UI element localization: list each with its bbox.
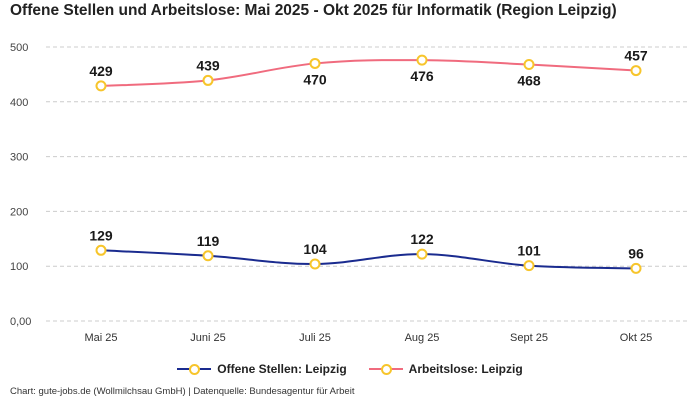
legend-item-offene-stellen[interactable]: Offene Stellen: Leipzig [177,362,347,376]
legend-swatch-arbeitslose [368,363,403,375]
data-label: 119 [197,233,220,249]
legend-swatch-offene-stellen [177,363,212,375]
legend: Offene Stellen: Leipzig Arbeitslose: Lei… [0,362,700,376]
x-tick-label: Juni 25 [190,332,225,344]
data-point [309,258,321,270]
x-tick-label: Juli 25 [299,332,331,344]
y-tick-label: 300 [10,152,28,164]
data-labels: 129 119 104 122 101 96 429 439 470 476 468 457 [89,48,648,262]
y-tick-label: 200 [10,206,28,218]
data-point [95,80,107,92]
x-tick-label: Okt 25 [620,332,652,344]
x-tick-label: Sept 25 [510,332,548,344]
data-point [309,57,321,69]
data-label: 470 [303,71,327,87]
data-label: 429 [89,63,113,79]
data-point [630,262,642,274]
data-point [523,260,535,272]
data-point [416,54,428,66]
y-tick-label: 500 [10,42,28,54]
series-line [100,59,637,87]
data-label: 122 [410,231,434,247]
y-tick-label: 100 [10,261,28,273]
series-lines [95,54,642,274]
chart-source: Chart: gute-jobs.de (Wollmilchsau GmbH) … [10,386,355,397]
data-label: 96 [628,245,644,261]
data-point [202,74,214,86]
data-label: 439 [196,57,220,73]
data-label: 457 [624,48,648,64]
y-axis-ticks: 0,00 100 200 300 400 500 [10,42,31,328]
legend-label-offene-stellen: Offene Stellen: Leipzig [217,362,347,376]
data-point [95,244,107,256]
x-tick-label: Mai 25 [84,332,117,344]
data-label: 104 [303,241,327,257]
legend-item-arbeitslose[interactable]: Arbeitslose: Leipzig [368,362,523,376]
y-tick-label: 0,00 [10,316,31,328]
chart-title: Offene Stellen und Arbeitslose: Mai 2025… [10,2,617,19]
data-point [202,250,214,262]
data-label: 101 [517,243,541,259]
data-point [630,65,642,77]
data-point [416,248,428,260]
series-line [100,249,637,270]
x-axis-ticks: Mai 25 Juni 25 Juli 25 Aug 25 Sept 25 Okt 25 [84,332,652,344]
data-point [523,59,535,71]
grid-lines [46,46,690,322]
x-tick-label: Aug 25 [405,332,440,344]
data-label: 468 [517,73,541,89]
data-label: 129 [89,227,113,243]
y-tick-label: 400 [10,97,28,109]
data-label: 476 [410,68,434,84]
legend-label-arbeitslose: Arbeitslose: Leipzig [408,362,523,376]
